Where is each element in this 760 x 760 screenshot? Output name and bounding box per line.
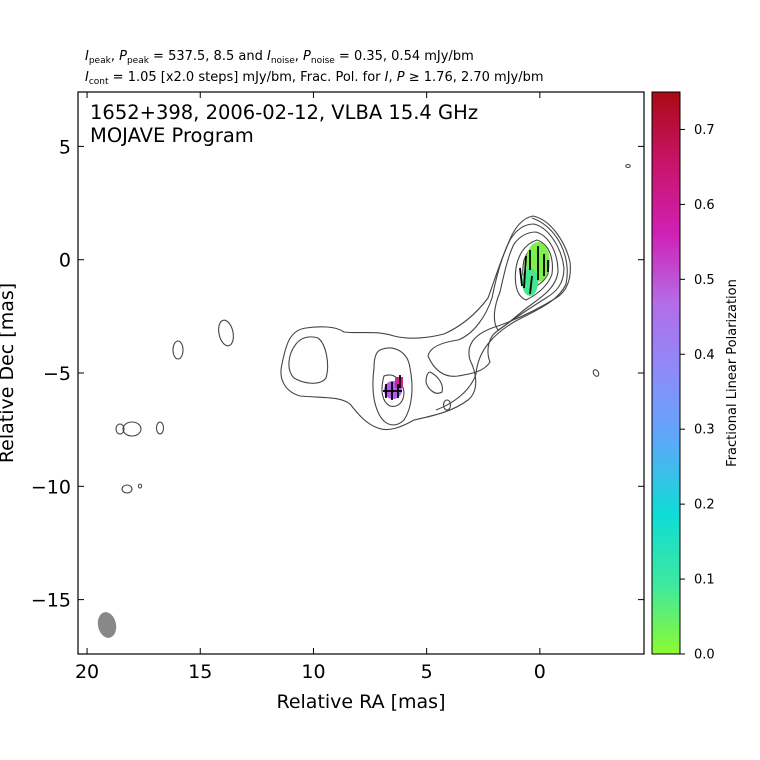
y-tick-label: −5 xyxy=(43,363,71,385)
colorbar-tick-label: 0.3 xyxy=(694,423,715,438)
colorbar-tick-label: 0.6 xyxy=(694,198,715,213)
x-tick-label: 15 xyxy=(188,661,212,683)
evpa-vectors xyxy=(383,246,549,400)
y-tick-label: 0 xyxy=(59,250,71,272)
contour-knot-outer xyxy=(372,347,413,426)
x-tick-label: 0 xyxy=(534,661,546,683)
stats-line-1: Ipeak, Ppeak = 537.5, 8.5 and Inoise, Pn… xyxy=(85,49,474,66)
contour-island-3 xyxy=(172,340,184,360)
axes: 20 15 10 5 0 5 0 −5 −10 −15 xyxy=(31,92,644,683)
x-tick-label: 10 xyxy=(301,661,325,683)
x-axis-label: Relative RA [mas] xyxy=(276,691,445,713)
contour-island-9 xyxy=(625,163,631,169)
contour-level-1 xyxy=(280,215,571,431)
contour-level-3 xyxy=(493,231,559,331)
colorbar-tick-label: 0.7 xyxy=(694,123,715,138)
contour-level-2 xyxy=(427,223,565,377)
colorbar-tick-label: 0.4 xyxy=(694,348,715,363)
pol-blob-knot-edge xyxy=(395,377,403,388)
x-tick-label: 5 xyxy=(421,661,433,683)
x-tick-label: 20 xyxy=(75,661,99,683)
contour-island-1 xyxy=(442,399,452,411)
contour-outer-jet xyxy=(435,217,568,411)
plot-area xyxy=(77,91,645,655)
contour-sub-blob xyxy=(425,371,443,394)
y-tick-label: −10 xyxy=(31,476,71,498)
contour-island-5 xyxy=(115,423,125,435)
beam-ellipse xyxy=(97,612,117,638)
contour-level-4 xyxy=(514,239,553,301)
contour-island-4 xyxy=(122,421,142,437)
contour-island-8 xyxy=(137,483,143,489)
stats-line-2: Icont = 1.05 [x2.0 steps] mJy/bm, Frac. … xyxy=(85,70,544,87)
pol-blob-inner-jet xyxy=(522,268,538,296)
contour-island-10 xyxy=(592,369,600,377)
contour-island-2 xyxy=(218,319,234,347)
contour-mid-lobe xyxy=(288,336,329,384)
panel-title-line2: MOJAVE Program xyxy=(90,124,254,147)
contour-island-6 xyxy=(155,421,165,435)
colorbar-tick-label: 0.2 xyxy=(694,498,715,513)
y-axis-label: Relative Dec [mas] xyxy=(0,283,18,463)
panel-title-line1: 1652+398, 2006-02-12, VLBA 15.4 GHz xyxy=(90,101,478,124)
colorbar-label: Fractional Linear Polarization xyxy=(725,279,740,467)
colorbar xyxy=(651,91,681,655)
colorbar-ticks: 0.0 0.1 0.2 0.3 0.4 0.5 0.6 0.7 xyxy=(680,123,715,663)
colorbar-tick-label: 0.1 xyxy=(694,573,715,588)
contour-island-7 xyxy=(121,484,133,494)
colorbar-tick-label: 0.5 xyxy=(694,273,715,288)
y-tick-label: 5 xyxy=(59,136,71,158)
y-tick-label: −15 xyxy=(31,590,71,612)
colorbar-tick-label: 0.0 xyxy=(694,648,715,663)
